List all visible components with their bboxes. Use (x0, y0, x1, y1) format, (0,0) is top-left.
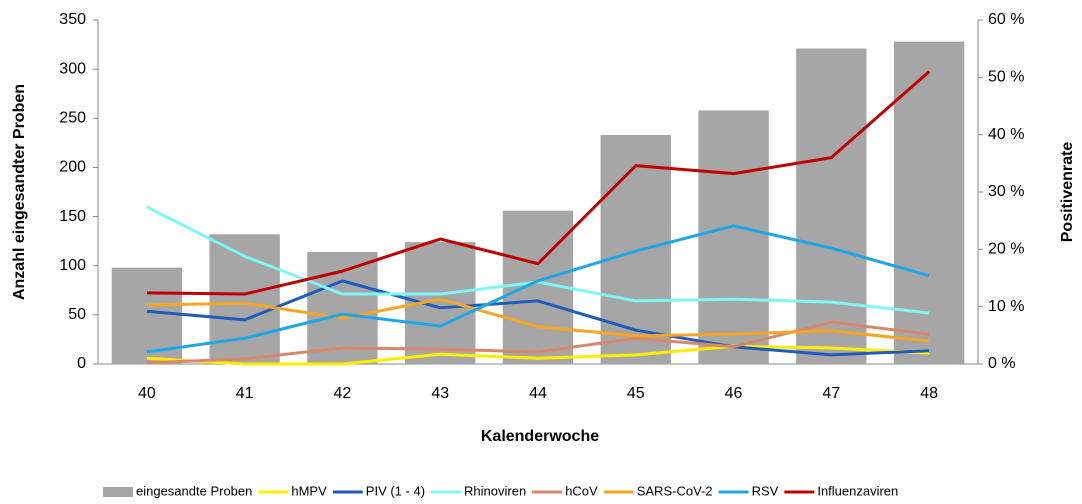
y-tick-label: 250 (59, 110, 86, 127)
y2-tick-label: 50 % (988, 69, 1024, 86)
x-tick-label: 48 (920, 385, 938, 402)
bar (893, 41, 965, 364)
y2-tick-label: 40 % (988, 126, 1024, 143)
y2-tick-label: 0 % (988, 355, 1016, 372)
x-tick-label: 42 (334, 385, 352, 402)
x-tick-label: 47 (822, 385, 840, 402)
legend-label: SARS-CoV-2 (637, 483, 713, 498)
legend-label: hMPV (291, 483, 327, 498)
legend-label: Influenzaviren (817, 483, 898, 498)
x-tick-label: 40 (138, 385, 156, 402)
line-series (146, 344, 930, 366)
bar (796, 48, 867, 364)
legend-label: Rhinoviren (464, 483, 526, 498)
y-tick-label: 150 (59, 208, 86, 225)
bar (698, 110, 769, 365)
y-tick-label: 50 (68, 306, 86, 323)
legend-label: PIV (1 - 4) (366, 483, 425, 498)
bar (600, 134, 671, 364)
x-tick-label: 45 (627, 385, 645, 402)
y2-tick-label: 20 % (988, 241, 1024, 258)
y-axis-title: Anzahl eingesandter Proben (11, 84, 28, 300)
x-tick-label: 41 (236, 385, 254, 402)
y-tick-label: 100 (59, 257, 86, 274)
bar (209, 234, 280, 364)
y-tick-label: 200 (59, 159, 86, 176)
legend-label: RSV (752, 483, 779, 498)
y2-axis-title: Positivenrate (1059, 142, 1076, 243)
y2-tick-label: 10 % (988, 298, 1024, 315)
y2-tick-label: 60 % (988, 11, 1024, 28)
y-tick-label: 0 (77, 355, 86, 372)
y-tick-label: 300 (59, 60, 86, 77)
legend: eingesandte Proben hMPV PIV (1 - 4) Rhinovi… (103, 483, 898, 498)
line-series (146, 297, 930, 343)
x-tick-label: 46 (725, 385, 743, 402)
line-series (146, 224, 930, 354)
x-tick-label: 44 (529, 385, 547, 402)
legend-label: hCoV (565, 483, 598, 498)
line-series (146, 70, 931, 296)
x-axis-title: Kalenderwoche (481, 428, 599, 445)
y-tick-label: 350 (59, 11, 86, 28)
legend-swatch (103, 487, 133, 497)
y2-tick-label: 30 % (988, 183, 1024, 200)
line-series (146, 320, 930, 365)
legend-label: eingesandte Proben (136, 483, 252, 498)
x-tick-label: 43 (431, 385, 449, 402)
